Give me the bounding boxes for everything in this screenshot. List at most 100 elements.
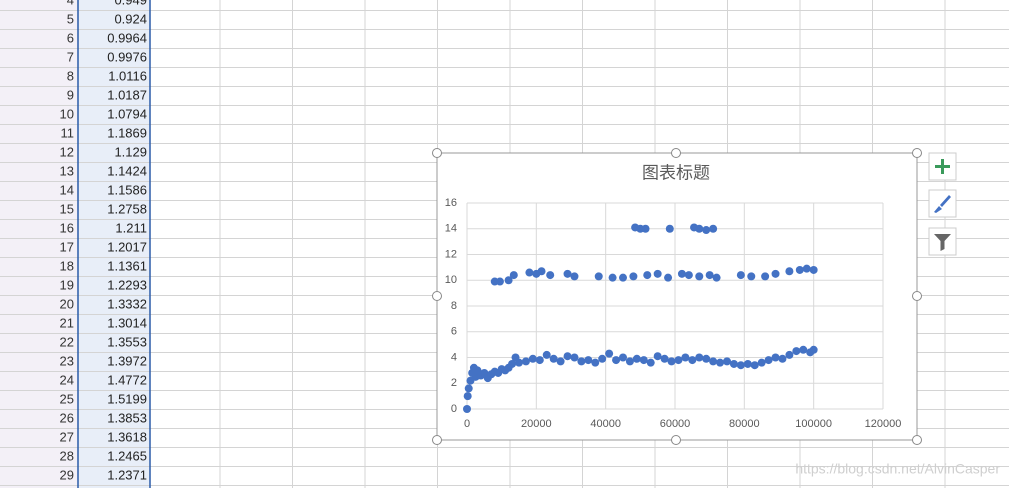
point	[525, 268, 534, 277]
point	[639, 356, 648, 365]
point	[705, 271, 714, 280]
cell-value: 0.9964	[107, 30, 147, 45]
cell-value: 1.4772	[107, 372, 147, 387]
row-number: 13	[60, 163, 74, 178]
point	[809, 265, 818, 274]
point	[660, 354, 669, 363]
cell-value: 0.9976	[107, 49, 147, 64]
add-element-button[interactable]	[928, 152, 957, 181]
x-tick-label: 80000	[729, 418, 760, 430]
point	[563, 352, 572, 361]
row-number: 10	[60, 106, 74, 121]
cell-value: 1.2465	[107, 448, 147, 463]
handles	[432, 148, 922, 445]
y-tick-label: 10	[445, 274, 457, 286]
point	[729, 359, 738, 368]
point	[641, 224, 650, 233]
cell-value: 1.2017	[107, 239, 147, 254]
point	[695, 224, 704, 233]
plus-icon	[935, 159, 950, 174]
y-tick-label: 2	[451, 377, 457, 389]
row-number: 27	[60, 429, 74, 444]
resize-handle	[432, 291, 442, 301]
y-tick-label: 12	[445, 248, 457, 260]
point	[508, 359, 517, 368]
point	[771, 353, 780, 362]
cell-value: 1.0116	[108, 68, 147, 83]
point	[723, 357, 731, 366]
point	[653, 269, 662, 278]
chart: 0 2 4 6 8 10 12 14 16 0 20000 40000 60000 80000 100000…	[445, 197, 902, 430]
chart-frame[interactable]	[436, 152, 918, 441]
point	[712, 273, 721, 282]
row-number: 22	[60, 334, 74, 349]
cell-value: 1.0187	[107, 87, 147, 102]
point	[792, 347, 801, 356]
point	[542, 350, 551, 359]
point	[764, 356, 773, 365]
point	[584, 356, 593, 365]
point	[665, 224, 674, 233]
point	[577, 357, 586, 366]
y-tick-label: 6	[451, 326, 457, 338]
point	[653, 352, 662, 361]
brush-icon	[934, 195, 951, 213]
point	[702, 354, 711, 363]
point	[809, 345, 818, 354]
point	[681, 353, 690, 362]
point	[702, 226, 711, 235]
point	[709, 357, 718, 366]
point	[619, 353, 627, 362]
row-number: 26	[60, 410, 74, 425]
row-number: 24	[60, 372, 74, 387]
point	[629, 272, 638, 281]
point	[677, 269, 686, 278]
row-number: 9	[67, 87, 74, 102]
point	[570, 353, 579, 362]
x-tick-label: 0	[464, 418, 470, 430]
point	[750, 361, 759, 370]
point	[521, 357, 530, 366]
point	[563, 269, 572, 278]
point	[495, 277, 504, 286]
point	[608, 273, 617, 282]
resize-handle	[671, 435, 681, 445]
cell-value: 1.2293	[107, 277, 147, 292]
row-number: 21	[60, 315, 74, 330]
x-tick-label: 100000	[795, 418, 832, 430]
point	[785, 267, 794, 276]
resize-handle	[432, 148, 442, 158]
cell-value: 1.5199	[107, 391, 147, 406]
point	[716, 358, 725, 367]
resize-handle	[432, 435, 442, 445]
resize-handle	[912, 291, 922, 301]
chart-title: 图表标题	[642, 163, 710, 182]
point	[674, 356, 683, 365]
y-tick-label: 0	[451, 403, 457, 415]
point	[795, 265, 804, 274]
row-number: 20	[60, 296, 74, 311]
point	[643, 271, 652, 280]
row-header-bg	[0, 0, 78, 488]
point	[463, 405, 471, 413]
x-tick-label: 120000	[865, 418, 902, 430]
y-tick-label: 16	[445, 197, 457, 209]
row-number: 11	[61, 125, 75, 140]
cell-value: 1.1586	[107, 182, 147, 197]
point	[757, 358, 766, 367]
point	[736, 361, 745, 370]
cell-value: 1.2371	[107, 467, 147, 482]
point	[646, 358, 655, 367]
point	[570, 272, 579, 281]
resize-handle	[671, 148, 681, 158]
point	[709, 224, 718, 233]
resize-handle	[912, 435, 922, 445]
cell-value: 1.1424	[107, 163, 147, 178]
point	[625, 357, 634, 366]
row-number: 8	[67, 68, 74, 83]
resize-handle	[912, 148, 922, 158]
point	[802, 264, 811, 273]
cell-value: 1.2758	[107, 201, 147, 216]
cell-value: 1.3618	[107, 429, 147, 444]
